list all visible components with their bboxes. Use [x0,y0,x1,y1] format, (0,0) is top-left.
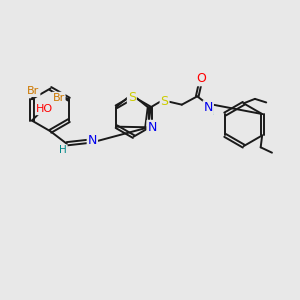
Text: H: H [59,145,67,155]
Text: H: H [207,107,215,117]
Text: S: S [128,91,136,104]
Text: O: O [196,72,206,85]
Text: S: S [160,95,169,108]
Text: HO: HO [36,104,53,114]
Text: N: N [88,134,97,147]
Text: Br: Br [27,86,40,96]
Text: N: N [204,101,213,114]
Text: Br: Br [52,93,65,103]
Text: N: N [147,121,157,134]
